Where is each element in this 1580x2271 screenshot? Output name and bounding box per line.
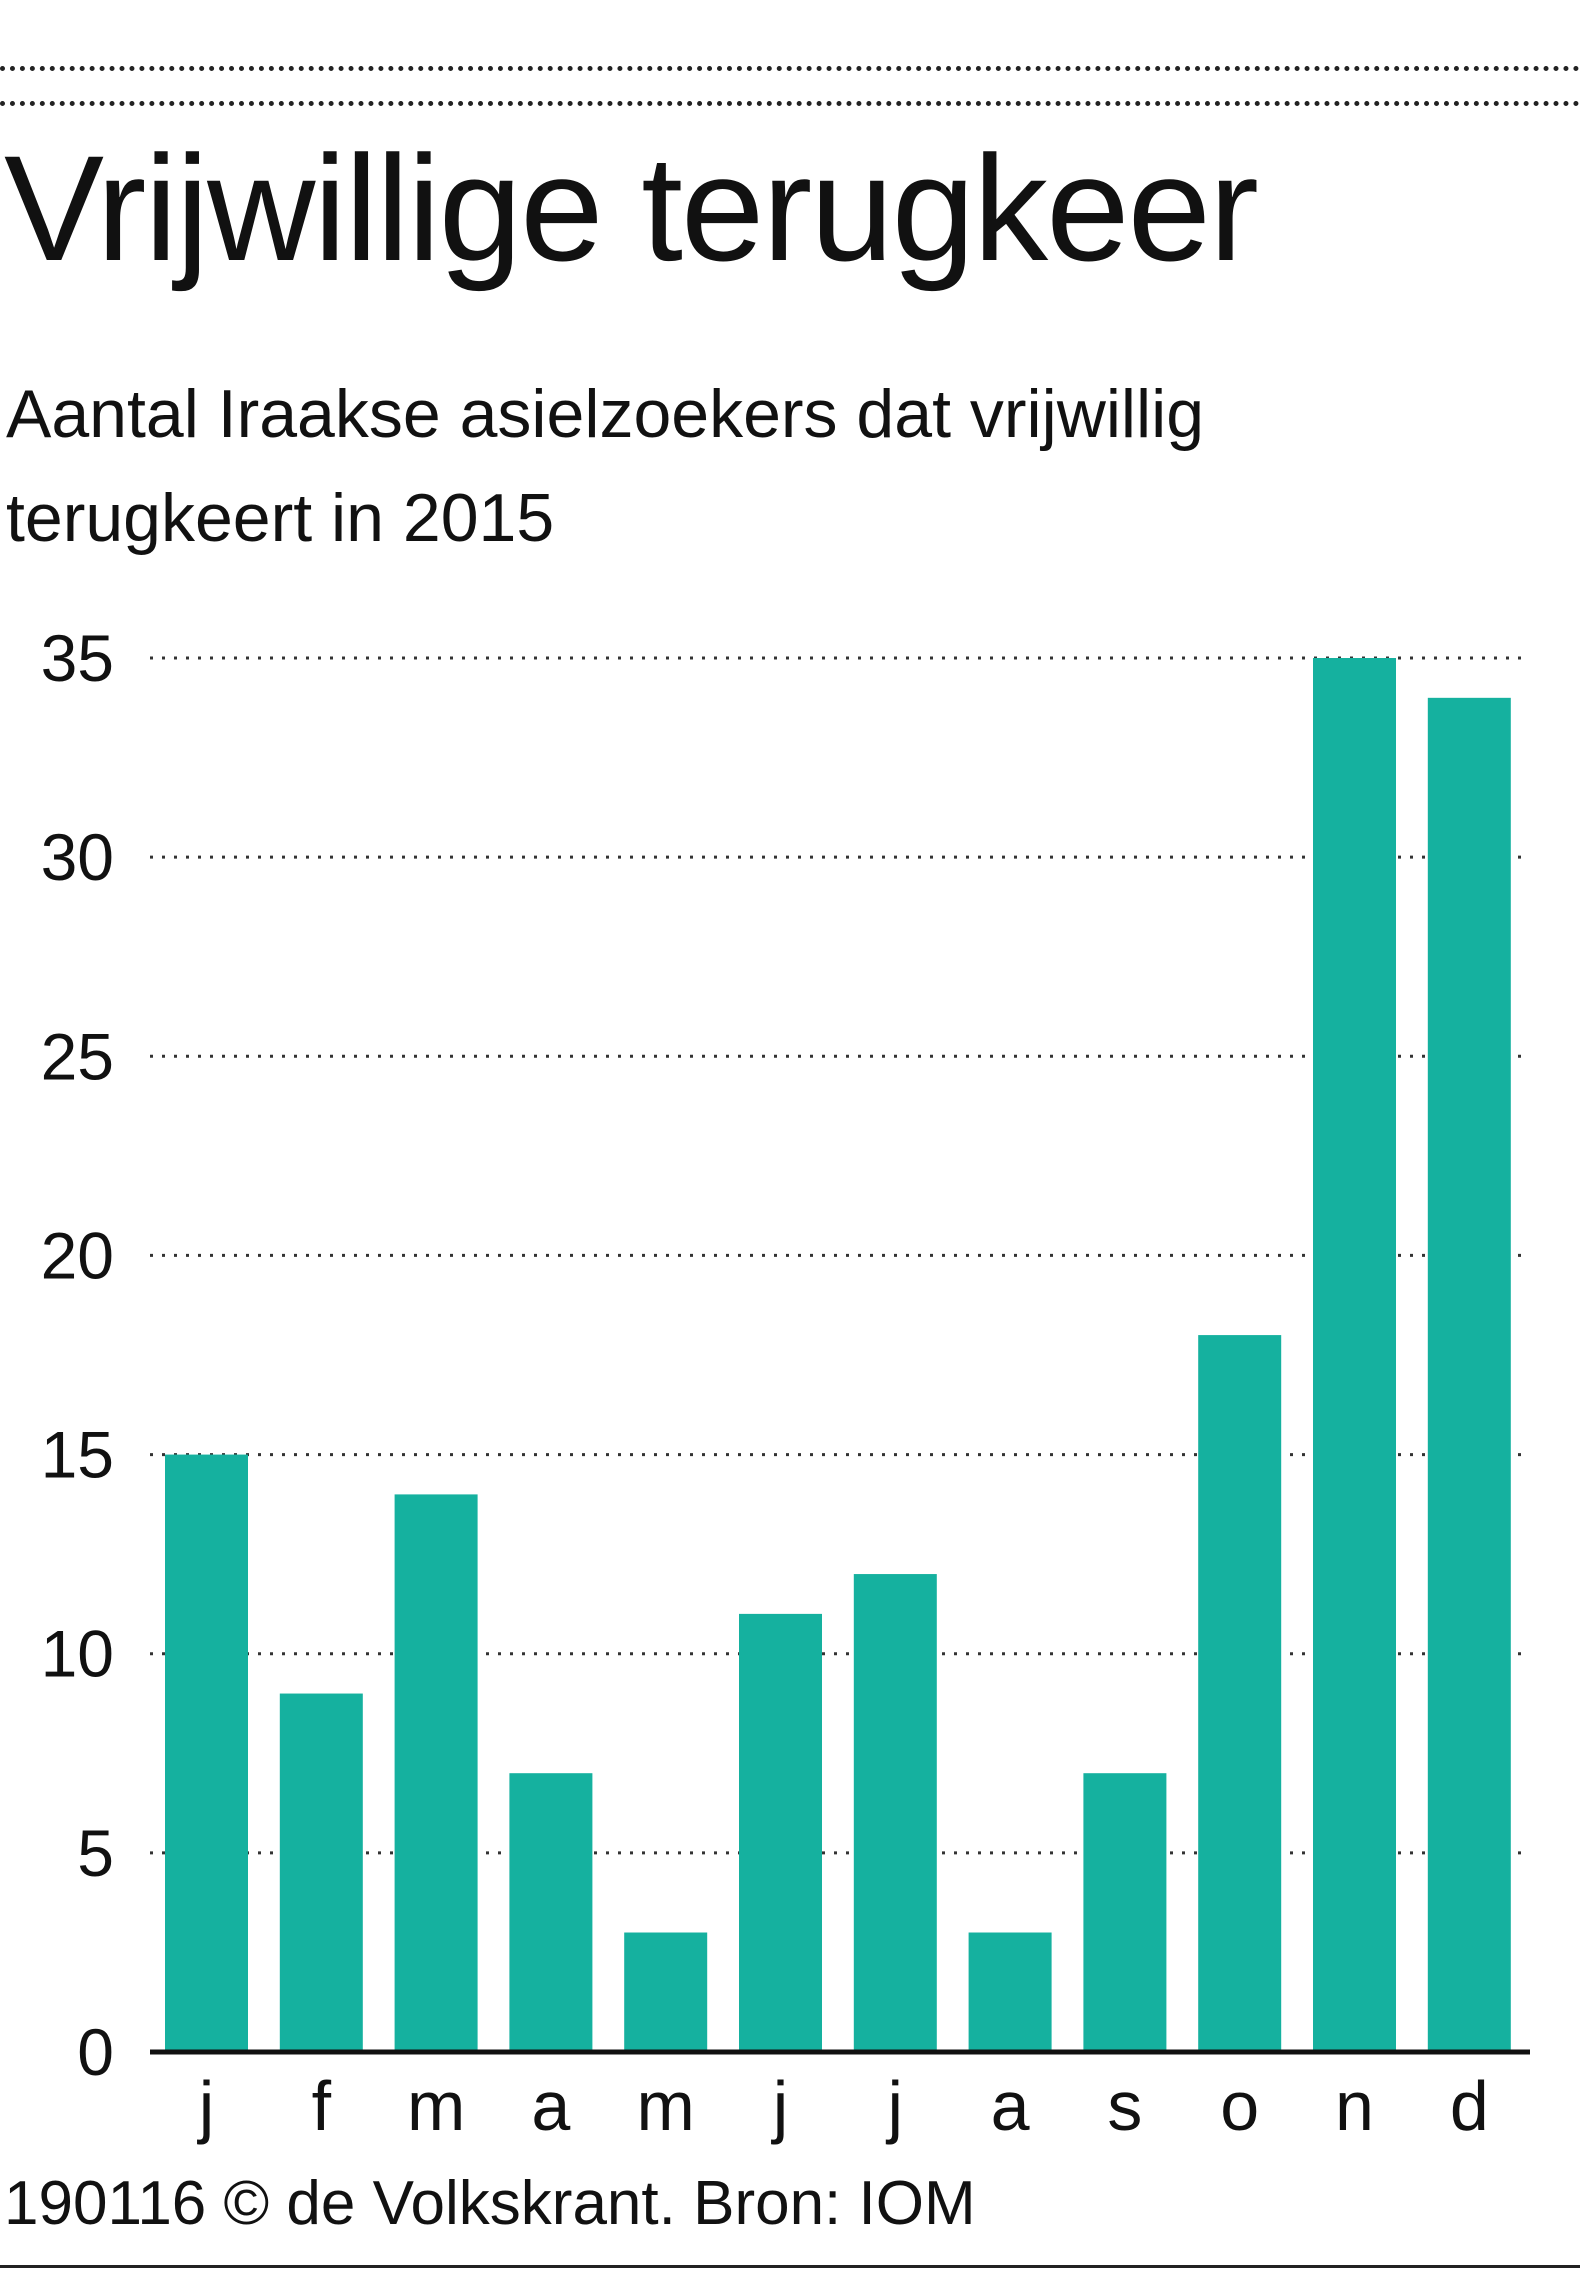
bar-3	[509, 1773, 593, 2052]
y-tick-label: 15	[41, 1418, 114, 1492]
bottom-rule	[0, 2265, 1580, 2268]
y-tick-label: 25	[41, 1019, 114, 1093]
y-tick-label: 10	[41, 1617, 114, 1691]
y-tick-label: 30	[41, 820, 114, 894]
bar-9	[1198, 1335, 1282, 2052]
x-tick-label: s	[1107, 2067, 1142, 2145]
x-tick-label: o	[1220, 2067, 1259, 2145]
bar-0	[165, 1454, 248, 2052]
y-tick-label: 20	[41, 1218, 114, 1292]
x-tick-label: j	[771, 2067, 789, 2145]
top-dotted-rule-second	[0, 101, 1580, 106]
y-tick-label: 35	[41, 621, 114, 695]
y-tick-label: 0	[77, 2015, 114, 2089]
x-tick-label: m	[637, 2067, 695, 2145]
bar-6	[853, 1574, 937, 2052]
bar-4	[624, 1932, 708, 2052]
x-tick-label: j	[886, 2067, 904, 2145]
x-tick-label: a	[991, 2067, 1030, 2145]
chart-title: Vrijwillige terugkeer	[4, 124, 1259, 292]
y-tick-label: 5	[77, 1816, 114, 1890]
x-tick-label: f	[312, 2067, 332, 2145]
chart-subtitle: Aantal Iraakse asielzoekers dat vrijwill…	[6, 376, 1205, 556]
top-dotted-rule	[0, 66, 1580, 71]
bar-1	[279, 1693, 363, 2052]
x-tick-label: j	[197, 2067, 215, 2145]
bar-10	[1313, 658, 1396, 2052]
x-tick-label: n	[1335, 2067, 1374, 2145]
x-tick-label: a	[531, 2067, 570, 2145]
bar-5	[739, 1613, 822, 2052]
bar-2	[394, 1494, 478, 2052]
x-tick-label: m	[407, 2067, 465, 2145]
bar-11	[1427, 697, 1511, 2052]
grid-lines	[150, 656, 1528, 1855]
y-axis-ticks: 0 5 10 15 20 25 30 35	[41, 621, 114, 2089]
x-tick-label: d	[1450, 2067, 1489, 2145]
bars	[165, 658, 1511, 2052]
bar-8	[1083, 1773, 1167, 2052]
source-credit: 190116 © de Volkskrant. Bron: IOM	[4, 2169, 976, 2238]
bar-7	[968, 1932, 1052, 2052]
